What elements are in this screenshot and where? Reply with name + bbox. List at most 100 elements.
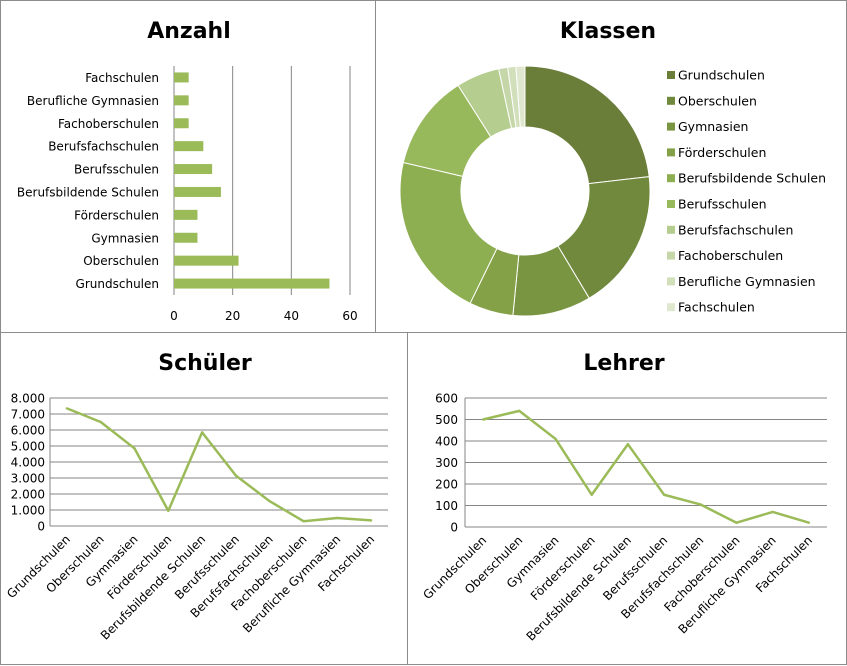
anzahl-bar-fachschulen (174, 72, 189, 83)
anzahl-category-label: Berufsfachschulen (48, 140, 159, 154)
klassen-legend-label: Grundschulen (678, 68, 765, 83)
klassen-slice-fachschulen (515, 65, 526, 128)
lehrer-title: Lehrer (583, 351, 664, 376)
lehrer-point-foerderschulen (590, 493, 593, 496)
schueler-y-tick-label: 1.000 (11, 504, 45, 518)
anzahl-bar-fachoberschulen (174, 118, 189, 129)
schueler-y-tick-label: 8.000 (11, 392, 45, 406)
klassen-title: Klassen (560, 19, 656, 44)
schueler-point-berufsschulen (234, 474, 238, 477)
lehrer-y-tick-label: 200 (435, 478, 458, 492)
lehrer-category-label: Grundschulen (420, 533, 489, 602)
schueler-title: Schüler (158, 351, 252, 376)
klassen-legend-swatch (667, 225, 675, 234)
lehrer-chart: Lehrer0100200300400500600GrundschulenObe… (420, 351, 827, 644)
klassen-legend-swatch (667, 303, 675, 312)
schueler-chart: Schüler 0 1.000 2.000 3.000 4.000 5.000 6.000 7.… (4, 351, 388, 643)
lehrer-point-berufsbildende-schulen (626, 443, 630, 446)
klassen-chart: Klassen Grundschulen Oberschulen Gymnasien F… (399, 19, 826, 317)
anzahl-category-label: Grundschulen (76, 277, 159, 291)
anzahl-category-label: Berufliche Gymnasien (27, 94, 159, 108)
klassen-legend-swatch (667, 96, 675, 105)
anzahl-chart: Anzahl 0 20 40 60 Grundschulen Oberschulen Gymn… (17, 19, 358, 323)
klassen-legend-label: Berufsbildende Schulen (678, 171, 826, 186)
schueler-y-tick-label: 0 (37, 520, 45, 534)
lehrer-y-tick-label: 600 (435, 392, 458, 406)
anzahl-category-label: Fachschulen (85, 71, 159, 85)
schueler-y-tick-label: 2.000 (11, 488, 45, 502)
lehrer-y-tick-label: 300 (435, 456, 458, 470)
lehrer-point-berufliche-gymnasien (771, 510, 774, 514)
schueler-chart-panel: Schüler 0 1.000 2.000 3.000 4.000 5.000 6.000 7.… (0, 332, 408, 665)
lehrer-point-gymnasien (554, 437, 557, 441)
anzahl-bar-berufsschulen (174, 164, 213, 175)
klassen-legend-swatch (667, 251, 675, 260)
lehrer-category-label: Förderschulen (528, 533, 598, 603)
anzahl-chart-panel: Anzahl 0 20 40 60 Grundschulen Oberschulen Gymn… (0, 0, 376, 333)
schueler-point-fachoberschulen (302, 520, 305, 523)
schueler-series-line (66, 407, 372, 523)
klassen-legend-swatch (667, 200, 675, 208)
anzahl-x-tick-label: 20 (225, 309, 240, 323)
anzahl-bar-berufliche-gymnasien (174, 95, 189, 106)
lehrer-point-berufsfachschulen (699, 503, 702, 506)
schueler-point-berufliche-gymnasien (336, 516, 339, 520)
anzahl-bar-grundschulen (174, 278, 330, 289)
klassen-legend-label: Berufliche Gymnasien (678, 274, 816, 289)
anzahl-category-label: Förderschulen (74, 208, 159, 222)
anzahl-bar-berufsbildende-schulen (174, 186, 221, 197)
schueler-y-tick-label: 4.000 (11, 456, 45, 470)
anzahl-bar-foerderschulen (174, 209, 198, 220)
lehrer-y-tick-label: 100 (435, 499, 458, 513)
klassen-chart-panel: Klassen Grundschulen Oberschulen Gymnasien F… (375, 0, 847, 333)
anzahl-x-tick-label: 60 (342, 309, 357, 323)
klassen-legend-swatch (667, 174, 675, 183)
schueler-y-tick-label: 3.000 (11, 472, 45, 486)
schueler-point-foerderschulen (167, 509, 170, 512)
schueler-point-berufsbildende-schulen (200, 431, 204, 434)
lehrer-category-label: Berufsschulen (600, 533, 670, 603)
lehrer-series-line (482, 409, 810, 524)
anzahl-category-label: Berufsschulen (74, 163, 159, 177)
klassen-legend-swatch (667, 148, 675, 157)
lehrer-point-fachschulen (807, 521, 811, 524)
schueler-point-berufsfachschulen (268, 500, 271, 503)
lehrer-y-tick-label: 400 (435, 435, 458, 449)
anzahl-category-label: Oberschulen (83, 254, 159, 268)
schueler-point-grundschulen (65, 407, 69, 410)
anzahl-bar-gymnasien (174, 232, 198, 243)
anzahl-x-tick-label: 40 (284, 309, 299, 323)
klassen-slice-grundschulen (524, 65, 650, 185)
klassen-legend-label: Fachschulen (678, 300, 755, 315)
lehrer-point-berufsschulen (662, 493, 666, 496)
klassen-legend-label: Fachoberschulen (678, 248, 783, 263)
schueler-y-tick-label: 5.000 (11, 440, 45, 454)
schueler-point-gymnasien (133, 447, 136, 450)
lehrer-y-tick-label: 0 (450, 521, 458, 535)
schueler-point-fachschulen (369, 519, 373, 522)
anzahl-x-tick-label: 0 (170, 309, 178, 323)
lehrer-point-oberschulen (518, 409, 521, 413)
schueler-y-tick-label: 6.000 (11, 424, 45, 438)
klassen-legend-swatch (667, 122, 675, 131)
klassen-legend-label: Oberschulen (678, 93, 757, 108)
klassen-legend-swatch (667, 71, 675, 79)
anzahl-bar-berufsfachschulen (174, 141, 204, 152)
lehrer-chart-panel: Lehrer 0 100 200 300 400 500 600 Grundschulen Obe… (407, 332, 847, 665)
klassen-legend-swatch (667, 277, 675, 286)
anzahl-category-label: Berufsbildende Schulen (17, 185, 159, 199)
klassen-slice-berufsbildende-schulen (399, 161, 498, 304)
schueler-point-oberschulen (99, 420, 102, 424)
anzahl-category-label: Fachoberschulen (58, 117, 159, 131)
anzahl-category-label: Gymnasien (91, 231, 159, 245)
anzahl-title: Anzahl (147, 19, 231, 44)
anzahl-bar-oberschulen (174, 255, 239, 266)
schueler-y-tick-label: 7.000 (11, 408, 45, 422)
lehrer-point-fachoberschulen (735, 521, 738, 524)
klassen-legend-label: Förderschulen (678, 145, 766, 160)
lehrer-point-grundschulen (481, 418, 485, 421)
klassen-legend-label: Gymnasien (678, 119, 748, 134)
klassen-legend-label: Berufsfachschulen (678, 222, 793, 237)
klassen-legend-label: Berufsschulen (678, 197, 767, 212)
lehrer-y-tick-label: 500 (435, 413, 458, 427)
